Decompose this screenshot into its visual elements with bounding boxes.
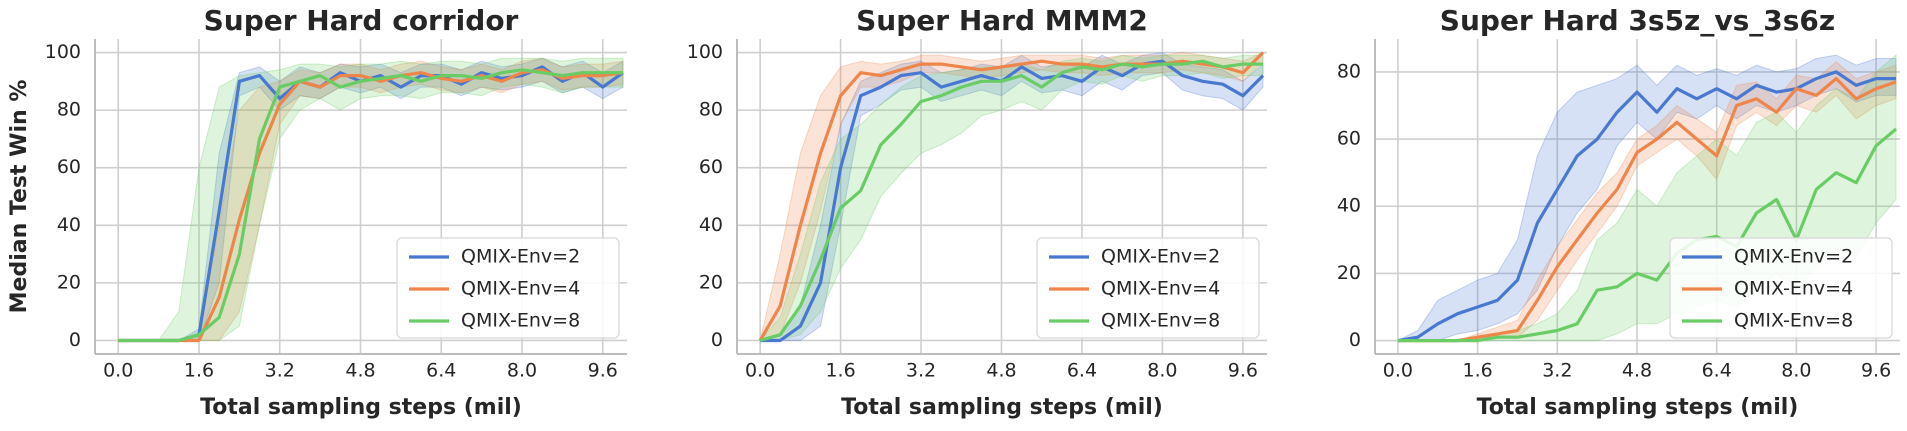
legend-label: QMIX-Env=4 [1101, 278, 1220, 300]
x-tick-label: 3.2 [1542, 360, 1572, 382]
x-axis-label: Total sampling steps (mil) [200, 395, 522, 420]
y-tick-label: 40 [57, 214, 81, 236]
series-line [758, 51, 1265, 342]
legend-box [1669, 237, 1893, 339]
y-tick-label: 60 [699, 156, 723, 178]
series-line [760, 59, 1265, 343]
x-tick-label: 6.4 [1702, 360, 1732, 382]
x-tick-label: 6.4 [1067, 360, 1097, 382]
y-tick-label: 80 [57, 99, 81, 121]
x-tick-label: 9.6 [1228, 360, 1258, 382]
x-tick-label: 0.0 [103, 360, 133, 382]
y-tick-label: 0 [1349, 329, 1361, 351]
x-tick-label: 6.4 [426, 360, 456, 382]
y-tick-label: 20 [1337, 262, 1361, 284]
series-line [1397, 70, 1896, 343]
y-tick-label: 60 [57, 156, 81, 178]
legend-box [396, 237, 620, 339]
x-tick-label: 9.6 [1861, 360, 1891, 382]
x-tick-label: 9.6 [588, 360, 618, 382]
legend-label: QMIX-Env=8 [1734, 310, 1853, 332]
y-tick-label: 40 [699, 214, 723, 236]
x-tick-label: 4.8 [345, 360, 375, 382]
y-tick-label: 20 [57, 271, 81, 293]
y-tick-label: 80 [699, 99, 723, 121]
y-tick-label: 60 [1337, 128, 1361, 150]
y-tick-label: 0 [711, 329, 723, 351]
x-tick-label: 8.0 [507, 360, 537, 382]
y-tick-label: 100 [687, 41, 723, 63]
x-tick-label: 3.2 [906, 360, 936, 382]
chart-title: Super Hard 3s5z_vs_3s6z [1440, 4, 1835, 37]
chart-title: Super Hard MMM2 [856, 4, 1148, 37]
x-axis-label: Total sampling steps (mil) [841, 395, 1163, 420]
legend-label: QMIX-Env=2 [1734, 246, 1853, 268]
legend-label: QMIX-Env=4 [1734, 278, 1853, 300]
x-tick-label: 8.0 [1781, 360, 1811, 382]
chart-title: Super Hard corridor [204, 4, 519, 37]
legend-label: QMIX-Env=2 [461, 246, 580, 268]
y-tick-label: 40 [1337, 195, 1361, 217]
y-tick-label: 80 [1337, 60, 1361, 82]
legend-label: QMIX-Env=4 [461, 278, 580, 300]
x-tick-label: 3.2 [265, 360, 295, 382]
x-tick-label: 1.6 [1462, 360, 1492, 382]
x-tick-label: 4.8 [986, 360, 1016, 382]
legend-box [1036, 237, 1260, 339]
x-tick-label: 8.0 [1147, 360, 1177, 382]
y-axis-label: Median Test Win % [7, 80, 32, 314]
y-tick-label: 0 [69, 329, 81, 351]
legend-label: QMIX-Env=8 [461, 310, 580, 332]
legend-label: QMIX-Env=8 [1101, 310, 1220, 332]
y-tick-label: 100 [45, 41, 81, 63]
x-tick-label: 4.8 [1622, 360, 1652, 382]
x-tick-label: 0.0 [1383, 360, 1413, 382]
y-tick-label: 20 [699, 271, 723, 293]
confidence-band [759, 51, 1264, 342]
x-tick-label: 1.6 [184, 360, 214, 382]
legend-label: QMIX-Env=2 [1101, 246, 1220, 268]
series-line [759, 59, 1263, 343]
series-line [1397, 77, 1897, 343]
x-tick-label: 0.0 [745, 360, 775, 382]
x-axis-label: Total sampling steps (mil) [1477, 395, 1799, 420]
series-line [118, 68, 623, 343]
x-tick-label: 1.6 [825, 360, 855, 382]
series-line [1397, 127, 1898, 343]
